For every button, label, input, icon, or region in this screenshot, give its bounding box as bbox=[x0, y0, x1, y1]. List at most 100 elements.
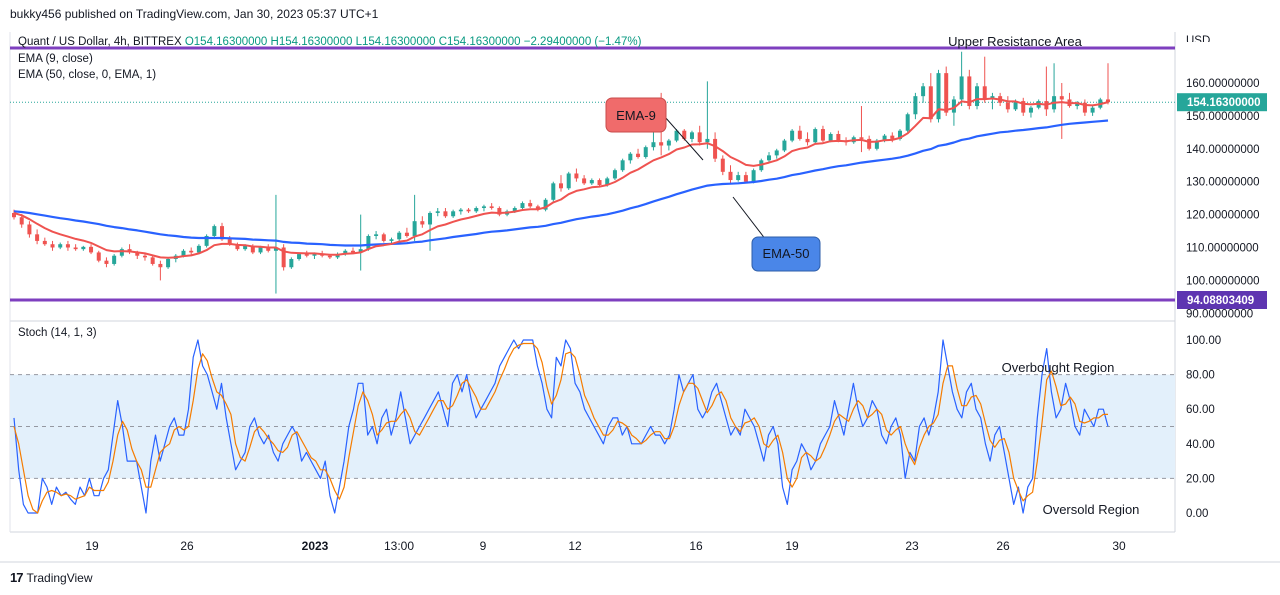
candle-down[interactable] bbox=[559, 183, 563, 189]
candle-down[interactable] bbox=[1005, 102, 1010, 110]
candle-up[interactable] bbox=[335, 254, 340, 258]
candle-up[interactable] bbox=[674, 130, 679, 141]
candle-up[interactable] bbox=[913, 96, 918, 115]
candle-up[interactable] bbox=[412, 221, 417, 236]
candle-down[interactable] bbox=[820, 129, 825, 141]
candle-down[interactable] bbox=[443, 211, 448, 217]
candle-down[interactable] bbox=[1059, 96, 1064, 100]
candle-up[interactable] bbox=[181, 250, 186, 256]
candle-down[interactable] bbox=[797, 130, 802, 139]
candle-up[interactable] bbox=[512, 208, 517, 212]
candle-down[interactable] bbox=[220, 226, 225, 240]
candle-down[interactable] bbox=[65, 244, 70, 248]
candle-up[interactable] bbox=[767, 155, 772, 161]
candle-up[interactable] bbox=[112, 255, 117, 264]
candle-down[interactable] bbox=[50, 244, 55, 248]
candle-up[interactable] bbox=[166, 259, 171, 268]
candle-up[interactable] bbox=[451, 211, 456, 217]
candle-down[interactable] bbox=[158, 263, 163, 268]
candle-up[interactable] bbox=[651, 142, 656, 148]
candle-up[interactable] bbox=[605, 178, 610, 185]
ema50-callout-box[interactable] bbox=[751, 236, 821, 272]
candle-down[interactable] bbox=[682, 130, 687, 139]
candle-down[interactable] bbox=[35, 234, 40, 241]
candle-down[interactable] bbox=[189, 250, 194, 253]
candle-up[interactable] bbox=[959, 76, 964, 100]
candle-up[interactable] bbox=[905, 114, 910, 131]
candle-down[interactable] bbox=[327, 255, 332, 258]
candle-up[interactable] bbox=[312, 254, 317, 256]
candle-up[interactable] bbox=[458, 209, 463, 212]
candle-up[interactable] bbox=[1090, 107, 1095, 113]
candle-down[interactable] bbox=[404, 232, 409, 236]
candle-down[interactable] bbox=[227, 239, 232, 245]
candle-up[interactable] bbox=[543, 199, 548, 210]
candle-down[interactable] bbox=[304, 254, 309, 256]
candle-up[interactable] bbox=[258, 247, 263, 253]
ema9-callout-box[interactable] bbox=[605, 97, 667, 133]
candle-down[interactable] bbox=[150, 257, 155, 264]
candle-up[interactable] bbox=[397, 232, 402, 240]
candle-up[interactable] bbox=[790, 130, 795, 141]
candle-up[interactable] bbox=[551, 183, 556, 200]
candle-up[interactable] bbox=[666, 140, 671, 146]
candle-down[interactable] bbox=[867, 138, 872, 149]
candle-up[interactable] bbox=[689, 132, 694, 139]
legend-stoch[interactable]: Stoch (14, 1, 3) bbox=[18, 327, 97, 339]
candle-up[interactable] bbox=[1028, 107, 1033, 113]
candle-down[interactable] bbox=[466, 209, 471, 212]
candle-down[interactable] bbox=[350, 250, 355, 253]
candle-down[interactable] bbox=[142, 255, 147, 258]
candle-up[interactable] bbox=[297, 254, 302, 260]
candle-down[interactable] bbox=[89, 246, 94, 253]
candle-up[interactable] bbox=[874, 140, 879, 149]
candle-down[interactable] bbox=[636, 153, 641, 158]
candle-up[interactable] bbox=[620, 160, 625, 171]
candle-up[interactable] bbox=[612, 170, 617, 179]
candle-down[interactable] bbox=[836, 133, 841, 141]
candle-up[interactable] bbox=[366, 235, 371, 250]
candle-down[interactable] bbox=[73, 247, 78, 250]
candle-down[interactable] bbox=[27, 224, 32, 235]
candle-down[interactable] bbox=[582, 178, 587, 184]
candle-up[interactable] bbox=[374, 234, 379, 236]
candle-up[interactable] bbox=[882, 135, 887, 141]
candle-down[interactable] bbox=[135, 252, 140, 256]
candle-up[interactable] bbox=[736, 175, 741, 181]
candle-up[interactable] bbox=[705, 138, 710, 143]
candle-up[interactable] bbox=[81, 246, 86, 250]
candle-down[interactable] bbox=[104, 260, 109, 264]
candle-down[interactable] bbox=[928, 86, 933, 120]
candle-down[interactable] bbox=[235, 244, 240, 250]
candle-up[interactable] bbox=[428, 212, 433, 225]
candle-down[interactable] bbox=[281, 247, 286, 268]
candle-down[interactable] bbox=[1082, 102, 1087, 113]
candle-up[interactable] bbox=[520, 203, 525, 209]
candle-up[interactable] bbox=[58, 244, 63, 248]
candle-down[interactable] bbox=[381, 234, 386, 241]
candle-up[interactable] bbox=[751, 170, 756, 182]
candle-up[interactable] bbox=[813, 129, 818, 143]
candle-up[interactable] bbox=[289, 259, 294, 268]
candle-down[interactable] bbox=[42, 240, 47, 245]
candle-down[interactable] bbox=[890, 135, 895, 139]
candle-down[interactable] bbox=[535, 206, 540, 210]
candle-down[interactable] bbox=[250, 245, 255, 253]
candle-up[interactable] bbox=[119, 249, 124, 256]
candle-down[interactable] bbox=[266, 247, 271, 251]
candle-down[interactable] bbox=[489, 206, 494, 209]
candle-up[interactable] bbox=[196, 245, 201, 253]
candle-up[interactable] bbox=[951, 99, 956, 113]
candle-up[interactable] bbox=[897, 130, 902, 139]
candle-down[interactable] bbox=[859, 137, 864, 139]
candle-down[interactable] bbox=[697, 132, 702, 143]
candle-up[interactable] bbox=[389, 239, 394, 241]
footer-brand[interactable]: 17 TradingView bbox=[10, 570, 93, 585]
candle-up[interactable] bbox=[936, 73, 941, 120]
candle-up[interactable] bbox=[435, 211, 440, 213]
candle-up[interactable] bbox=[828, 133, 833, 141]
candle-up[interactable] bbox=[243, 245, 248, 250]
candle-down[interactable] bbox=[982, 86, 987, 100]
candle-down[interactable] bbox=[597, 180, 602, 185]
candle-down[interactable] bbox=[728, 171, 733, 181]
